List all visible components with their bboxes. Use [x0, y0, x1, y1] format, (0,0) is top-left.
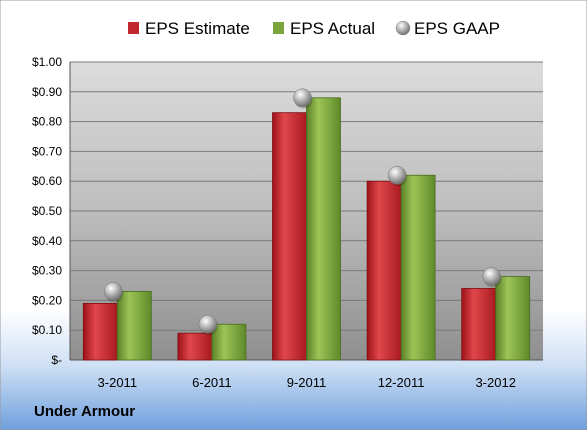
y-tick-label: $0.20 — [32, 293, 62, 307]
legend-swatch — [273, 22, 284, 34]
x-tick-label: 12-2011 — [378, 375, 425, 390]
y-tick-label: $0.40 — [32, 234, 62, 248]
gaap-point — [198, 314, 218, 334]
legend-label: EPS Actual — [290, 19, 375, 38]
legend-label: EPS GAAP — [414, 19, 500, 38]
bar-eps-estimate — [461, 288, 497, 361]
x-tick-label: 6-2011 — [192, 375, 232, 390]
legend-eps-gaap: EPS GAAP — [395, 19, 500, 38]
y-tick-label: $0.80 — [32, 115, 62, 129]
bars — [82, 97, 531, 361]
y-tick-label: $0.60 — [32, 174, 62, 188]
y-tick-label: $0.70 — [32, 144, 62, 158]
y-tick-label: $1.00 — [32, 55, 62, 69]
bar-eps-actual — [116, 291, 152, 361]
gaap-points — [104, 88, 502, 336]
gaap-point — [387, 165, 407, 185]
legend-eps-actual: EPS Actual — [273, 19, 375, 38]
bar-eps-actual — [400, 174, 436, 361]
y-tick-label: $0.90 — [32, 85, 62, 99]
bar-eps-estimate — [366, 180, 402, 361]
x-tick-label: 3-2011 — [98, 375, 138, 390]
y-tick-label: $0.30 — [32, 264, 62, 278]
bar-eps-estimate — [272, 112, 307, 361]
x-tick-label: 3-2012 — [475, 375, 515, 390]
legend-swatch — [128, 22, 139, 34]
legend-label: EPS Estimate — [145, 19, 250, 38]
bar-eps-estimate — [82, 302, 118, 361]
bar-eps-actual — [211, 323, 247, 361]
legend: EPS Estimate EPS Actual EPS GAAP — [128, 19, 500, 38]
y-tick-label: $0.50 — [32, 204, 62, 218]
y-tick-label: $0.10 — [32, 323, 62, 337]
x-tick-label: 9-2011 — [287, 375, 327, 390]
gaap-point — [293, 88, 312, 108]
y-axis-ticks: $- $0.10 $0.20 $0.30 $0.40 $0.50 $0.60 $0.70 $0.… — [32, 55, 62, 367]
gaap-point — [482, 267, 501, 286]
bar-eps-estimate — [177, 332, 213, 361]
legend-eps-estimate: EPS Estimate — [128, 19, 250, 38]
legend-swatch — [395, 20, 411, 36]
x-axis-ticks: 3-2011 6-2011 9-2011 12-2011 3-2012 — [98, 375, 516, 390]
gaap-point — [104, 282, 123, 301]
bar-eps-actual — [306, 97, 341, 361]
bar-eps-actual — [495, 276, 531, 361]
company-label: Under Armour — [34, 403, 135, 420]
y-tick-label: $- — [51, 353, 62, 367]
